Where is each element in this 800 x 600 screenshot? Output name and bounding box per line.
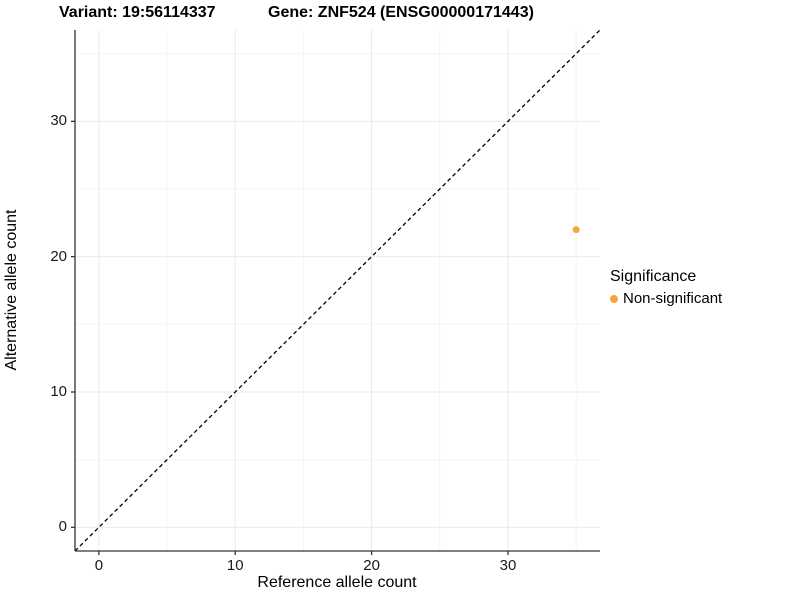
gene-title: Gene: ZNF524 (ENSG00000171443) (268, 4, 534, 21)
x-tick-label: 0 (94, 557, 104, 574)
y-tick-label: 30 (50, 112, 67, 130)
legend-item-label: Non-significant (623, 290, 723, 307)
identity-dashed-line (74, 29, 601, 552)
legend-item: Non-significant (610, 290, 722, 307)
variant-title: Variant: 19:56114337 (59, 4, 216, 21)
x-tick-label: 10 (226, 557, 244, 574)
x-axis-title: Reference allele count (257, 574, 417, 591)
y-tick-label: 0 (58, 518, 67, 536)
y-tick-label: 20 (50, 247, 67, 265)
y-tick-label: 10 (50, 382, 67, 400)
data-point (572, 226, 580, 234)
legend-point-icon (610, 294, 618, 303)
legend: Significance Non-significant (610, 268, 722, 307)
x-tick-label: 30 (499, 557, 517, 574)
legend-title: Significance (610, 268, 697, 285)
legend-items: Non-significant (610, 290, 722, 307)
x-tick-label: 20 (363, 557, 380, 574)
y-axis-title: Alternative allele count (3, 209, 20, 371)
